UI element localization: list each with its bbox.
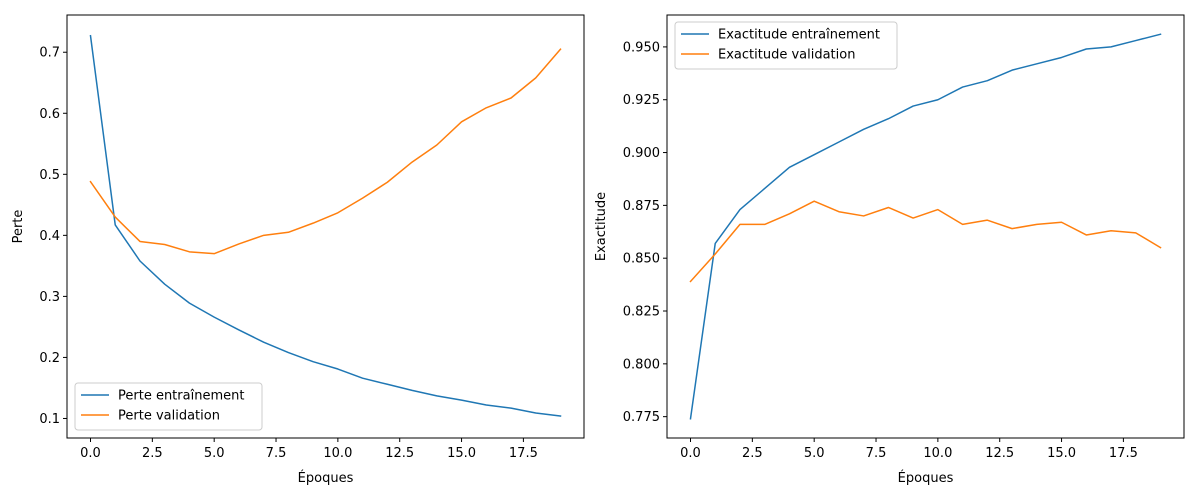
x-tick-label: 7.5 [266,446,287,461]
legend: Perte entraînement Perte validation [74,382,263,431]
y-tick-label: 0.3 [39,290,60,305]
x-tick-label: 17.5 [509,446,538,461]
x-tick-label: 15.0 [447,446,476,461]
legend-label: Exactitude validation [718,48,855,63]
y-tick-label: 0.4 [39,229,60,244]
x-tick-label: 15.0 [1047,446,1076,461]
y-tick-label: 0.5 [39,168,60,183]
y-tick-label: 0.2 [39,351,60,366]
x-tick-label: 0.0 [80,446,101,461]
x-tick-label: 5.0 [204,446,225,461]
chart-1: 0.0 2.5 5.0 7.5 10.0 12.5 15.0 17.5 0.1 0.2 0.3 0.4… [11,14,585,486]
x-tick-label: 10.0 [323,446,352,461]
series-lines [689,33,1162,420]
axes-frame [66,14,585,439]
x-tick-label: 10.0 [923,446,952,461]
x-tick-label: 17.5 [1109,446,1138,461]
legend-label: Exactitude entraînement [718,28,880,43]
y-tick-label: 0.925 [623,93,660,108]
y-tick-label: 0.7 [39,46,60,61]
y-tick-label: 0.6 [39,107,60,122]
x-tick-label: 7.5 [866,446,887,461]
series-line-1 [89,34,562,417]
chart-2: 0.0 2.5 5.0 7.5 10.0 12.5 15.0 17.5 0.775 0.800 0.… [594,14,1185,486]
legend-label: Perte entraînement [118,389,244,404]
x-tick-label: 5.0 [804,446,825,461]
y-axis-label: Perte [11,210,26,244]
x-axis-label: Époques [898,470,954,486]
series-line-2 [89,48,562,255]
legend: Exactitude entraînement Exactitude valida… [674,21,898,70]
series-line-2 [689,200,1162,283]
x-tick-label: 12.5 [385,446,414,461]
y-tick-label: 0.800 [623,357,660,372]
series-line-1 [689,33,1162,420]
y-tick-label: 0.850 [623,252,660,267]
x-axis-label: Époques [298,470,354,486]
y-tick-label: 0.1 [39,412,60,427]
y-axis-label: Exactitude [594,192,609,261]
legend-box [674,21,898,70]
series-lines [89,34,562,417]
legend-label: Perte validation [118,409,220,424]
y-tick-label: 0.950 [623,40,660,55]
y-tick-label: 0.775 [623,410,660,425]
x-tick-label: 2.5 [742,446,763,461]
x-tick-label: 0.0 [680,446,701,461]
y-tick-label: 0.825 [623,305,660,320]
y-tick-label: 0.900 [623,146,660,161]
legend-box [74,382,263,431]
x-tick-label: 2.5 [142,446,163,461]
x-tick-label: 12.5 [985,446,1014,461]
y-tick-label: 0.875 [623,199,660,214]
axes-frame [666,14,1185,439]
